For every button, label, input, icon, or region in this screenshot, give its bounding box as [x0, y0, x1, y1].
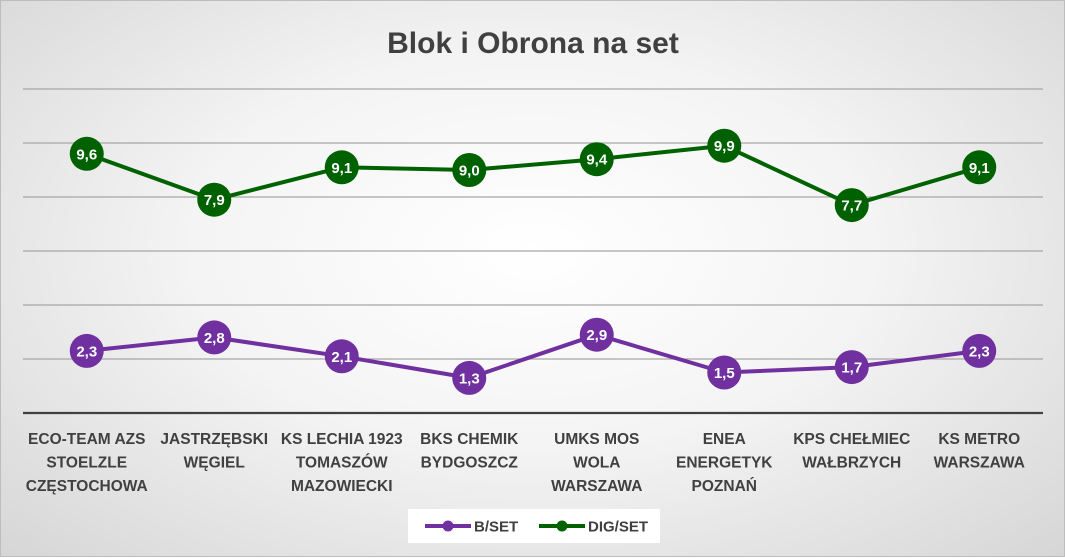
data-label: 9,1 [969, 160, 990, 177]
x-tick-label: JASTRZĘBSKI WĘGIEL [160, 431, 268, 472]
gridlines [23, 88, 1043, 360]
x-tick-label: KPS CHEŁMIEC WAŁBRZYCH [793, 431, 910, 472]
data-point: 2,3 [69, 333, 104, 368]
x-tick-label-line: ENEA [703, 431, 746, 448]
point-marker [834, 188, 869, 223]
data-label: 1,3 [459, 370, 480, 387]
legend-marker [442, 520, 454, 532]
x-tick-label-line: ECO-TEAM AZS [28, 431, 145, 448]
x-tick-label: BKS CHEMIK BYDGOSZCZ [420, 431, 519, 472]
x-tick-label-line: TOMASZÓW [296, 454, 388, 472]
data-point: 2,9 [579, 317, 614, 352]
x-tick-label: UMKS MOS WOLA WARSZAWA [551, 431, 642, 495]
x-tick-label-line: CZĘSTOCHOWA [26, 478, 148, 495]
point-marker [197, 320, 232, 355]
point-marker [707, 355, 742, 390]
data-point: 1,7 [834, 350, 869, 385]
x-tick-label-line: BYDGOSZCZ [421, 455, 519, 472]
data-point: 9,9 [707, 128, 742, 163]
x-tick-label-line: KPS CHEŁMIEC [793, 431, 910, 448]
legend-entry: B/SET [425, 519, 518, 536]
x-tick-label-line: WARSZAWA [551, 478, 642, 495]
data-point: 9,1 [962, 150, 997, 185]
series-line [86, 332, 980, 380]
x-tick-label: ENEA ENERGETYK POZNAŃ [676, 431, 773, 495]
data-label: 2,9 [586, 327, 607, 344]
x-tick-label-line: ENERGETYK [676, 455, 773, 472]
point-marker [962, 150, 997, 185]
x-tick-label-line: WARSZAWA [934, 455, 1025, 472]
data-point: 1,3 [452, 360, 487, 395]
data-label: 2,1 [331, 349, 352, 366]
data-point: 2,8 [197, 320, 232, 355]
point-marker [579, 317, 614, 352]
series-lines [86, 143, 980, 380]
x-axis: ECO-TEAM AZS STOELZLE CZĘSTOCHOWA JASTRZĘBS… [23, 411, 1043, 495]
data-label: 2,3 [969, 343, 990, 360]
x-tick-label-line: WĘGIEL [184, 455, 245, 472]
point-marker [707, 128, 742, 163]
point-marker [452, 153, 487, 187]
x-tick-label: ECO-TEAM AZS STOELZLE CZĘSTOCHOWA [26, 431, 148, 495]
series-line [86, 143, 980, 208]
x-tick-label-line: KS LECHIA 1923 [281, 431, 403, 448]
point-marker [579, 142, 614, 177]
x-tick-label-line: WAŁBRZYCH [802, 455, 901, 472]
point-marker [197, 182, 232, 217]
data-label: 7,9 [204, 192, 225, 209]
x-tick-label-line: JASTRZĘBSKI [160, 431, 268, 448]
x-tick-label-line: BKS CHEMIK [420, 431, 519, 448]
data-point: 2,3 [962, 333, 997, 368]
chart-title: Blok i Obrona na set [387, 27, 679, 60]
data-label: 2,3 [76, 343, 97, 360]
legend-entry: DIG/SET [539, 519, 648, 536]
point-marker [324, 150, 359, 185]
point-marker [452, 360, 487, 395]
point-marker [834, 350, 869, 385]
data-point: 7,9 [197, 182, 232, 217]
data-label: 7,7 [841, 198, 862, 215]
data-label: 9,4 [586, 152, 608, 169]
data-label: 9,1 [331, 160, 352, 177]
data-point: 2,1 [324, 339, 359, 374]
data-point: 9,0 [452, 153, 487, 187]
data-point: 9,6 [69, 136, 104, 171]
x-tick-label-line: STOELZLE [46, 455, 127, 472]
x-tick-label: KS METRO WARSZAWA [934, 431, 1025, 472]
x-tick-label-line: POZNAŃ [692, 478, 757, 495]
data-point: 9,4 [579, 142, 614, 177]
data-label: 2,8 [204, 330, 225, 347]
data-label: 1,7 [841, 360, 862, 377]
point-marker [962, 333, 997, 368]
x-tick-label-line: WOLA [573, 455, 620, 472]
x-tick-label-line: UMKS MOS [554, 431, 639, 448]
data-point: 7,7 [834, 188, 869, 223]
x-tick-label-line: KS METRO [938, 431, 1020, 448]
data-point: 1,5 [707, 355, 742, 390]
point-marker [69, 136, 104, 171]
point-marker [69, 333, 104, 368]
data-point: 9,1 [324, 150, 359, 185]
legend-label: B/SET [474, 519, 518, 536]
data-label: 1,5 [714, 365, 735, 382]
legend-label: DIG/SET [588, 519, 648, 536]
data-label: 9,0 [459, 163, 480, 180]
data-markers: 2,3 2,8 2,1 1,3 2,9 1,5 1,7 2,3 9,6 7,9 9,1 9,0 9,4 9… [69, 128, 997, 395]
x-tick-label-line: MAZOWIECKI [291, 478, 393, 495]
data-label: 9,6 [76, 146, 97, 163]
point-marker [324, 339, 359, 374]
x-tick-label: KS LECHIA 1923 TOMASZÓW MAZOWIECKI [281, 431, 403, 495]
legend-marker [556, 520, 568, 532]
legend: B/SET DIG/SET [408, 509, 660, 543]
data-label: 9,9 [714, 138, 735, 155]
